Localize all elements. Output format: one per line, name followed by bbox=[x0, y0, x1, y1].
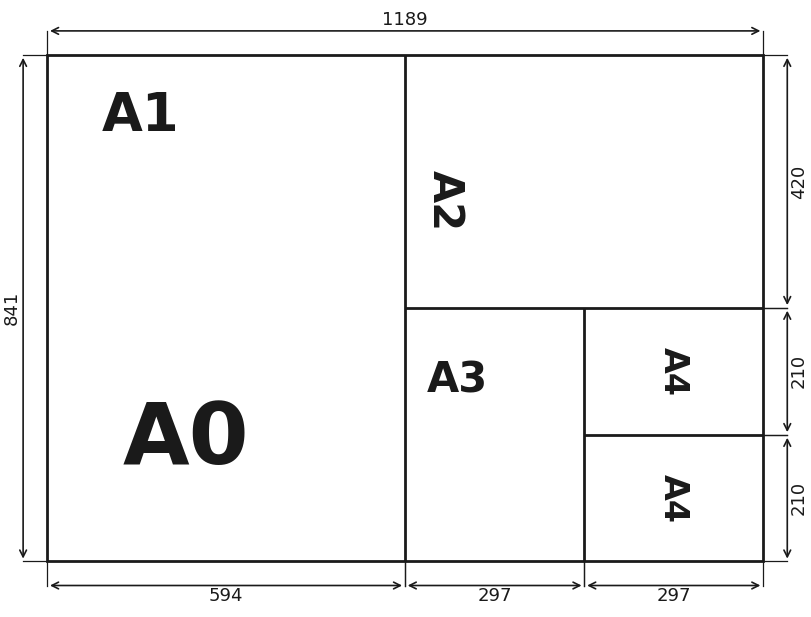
Text: A0: A0 bbox=[122, 399, 249, 482]
Text: 210: 210 bbox=[790, 481, 808, 515]
Text: 210: 210 bbox=[790, 354, 808, 389]
Text: 297: 297 bbox=[657, 587, 691, 605]
Text: A2: A2 bbox=[423, 170, 466, 231]
Text: A4: A4 bbox=[657, 347, 690, 396]
Text: 420: 420 bbox=[790, 164, 808, 199]
Bar bbox=[47, 55, 763, 561]
Text: A1: A1 bbox=[101, 90, 179, 142]
Text: 841: 841 bbox=[2, 291, 21, 325]
Text: A3: A3 bbox=[427, 360, 488, 402]
Text: 1189: 1189 bbox=[383, 11, 428, 29]
Text: A4: A4 bbox=[657, 474, 690, 523]
Text: 297: 297 bbox=[478, 587, 512, 605]
Text: 594: 594 bbox=[208, 587, 243, 605]
